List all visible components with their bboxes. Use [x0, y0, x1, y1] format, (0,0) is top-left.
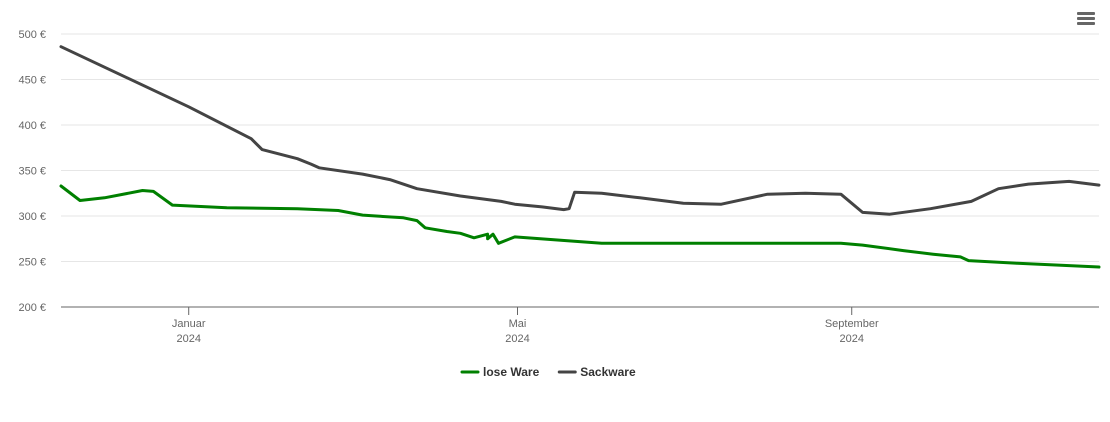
series-line-0: [59, 184, 1101, 269]
menu-icon-bar: [1077, 17, 1095, 20]
x-tick-label-month: Mai: [509, 318, 527, 330]
x-tick-label-year: 2024: [176, 333, 200, 345]
y-tick-label: 500 €: [18, 29, 46, 41]
menu-icon-bar: [1077, 12, 1095, 15]
y-tick-label: 400 €: [18, 120, 46, 132]
series-lines: [59, 45, 1101, 269]
x-tick-label-month: Januar: [172, 318, 206, 330]
y-axis-labels: 500 € 450 € 400 € 350 € 300 € 250 € 200 €: [18, 29, 46, 314]
legend-item-label[interactable]: lose Ware: [483, 365, 540, 379]
x-tick-label-month: September: [825, 318, 879, 330]
x-axis: [61, 306, 1099, 315]
y-tick-label: 450 €: [18, 75, 46, 87]
grid-lines: [61, 33, 1099, 262]
y-tick-label: 350 €: [18, 166, 46, 178]
x-tick-label-year: 2024: [505, 333, 529, 345]
x-tick-label-year: 2024: [839, 333, 863, 345]
y-tick-label: 300 €: [18, 211, 46, 223]
series-line-1: [59, 45, 1101, 216]
x-axis-labels: Januar 2024 Mai 2024 September 2024: [172, 318, 879, 345]
y-tick-label: 200 €: [18, 302, 46, 314]
y-tick-label: 250 €: [18, 257, 46, 269]
legend: lose Ware Sackware: [460, 365, 636, 379]
legend-item-label[interactable]: Sackware: [580, 365, 636, 379]
chart-menu-button[interactable]: [1074, 10, 1098, 32]
menu-icon-bar: [1077, 22, 1095, 25]
